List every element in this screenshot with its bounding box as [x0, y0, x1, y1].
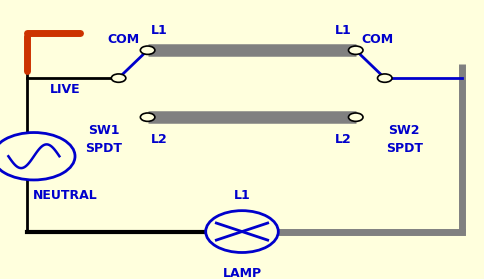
Text: SW2
SPDT: SW2 SPDT	[386, 124, 423, 155]
Circle shape	[348, 46, 363, 54]
Text: L1: L1	[234, 189, 250, 202]
Text: L2: L2	[335, 133, 352, 146]
Text: COM: COM	[107, 33, 139, 45]
Circle shape	[111, 74, 126, 82]
Text: LAMP: LAMP	[223, 267, 261, 279]
Text: L2: L2	[151, 133, 168, 146]
Text: LIVE: LIVE	[50, 83, 81, 96]
Circle shape	[348, 113, 363, 121]
Circle shape	[140, 113, 155, 121]
Text: COM: COM	[362, 33, 393, 45]
Circle shape	[140, 46, 155, 54]
Circle shape	[0, 133, 75, 180]
Text: SW1
SPDT: SW1 SPDT	[86, 124, 122, 155]
Text: L1: L1	[335, 24, 352, 37]
Circle shape	[206, 211, 278, 252]
Text: NEUTRAL: NEUTRAL	[33, 189, 98, 202]
Circle shape	[378, 74, 392, 82]
Text: L1: L1	[151, 24, 168, 37]
